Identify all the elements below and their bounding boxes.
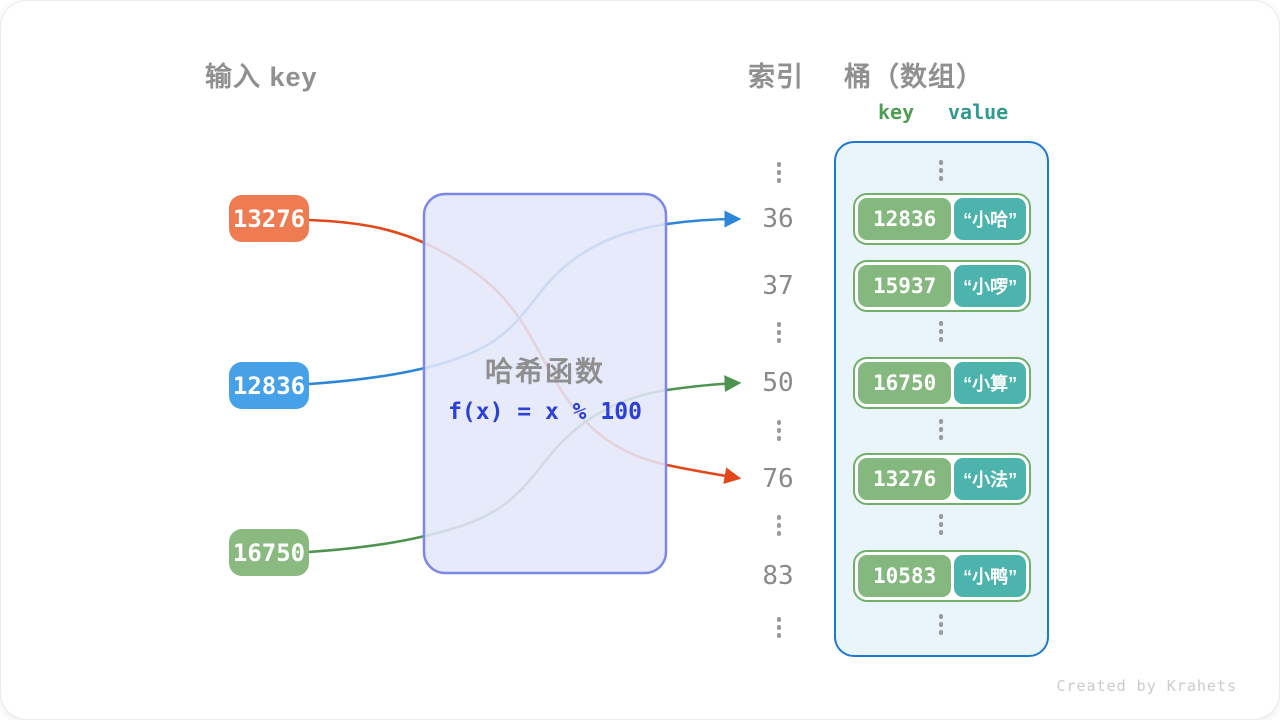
entry-key: 16750 — [858, 362, 952, 404]
title-input-key: 输入 key — [205, 62, 318, 92]
bucket-ellipsis — [938, 419, 944, 440]
index-ellipsis — [776, 420, 782, 441]
index-76: 76 — [762, 464, 794, 494]
hash-function-box — [422, 192, 668, 575]
index-ellipsis — [776, 515, 782, 536]
hash-function-title: 哈希函数 — [484, 356, 605, 387]
entry-value: “小算” — [954, 362, 1026, 404]
input-key-box-13276: 13276 — [229, 195, 309, 242]
entry-key: 10583 — [858, 555, 952, 597]
index-50: 50 — [762, 368, 794, 398]
input-key-box-16750: 16750 — [229, 529, 309, 576]
input-key-box-12836: 12836 — [229, 362, 309, 409]
bucket-entry: 16750 “小算” — [853, 357, 1031, 409]
bucket-entry: 12836 “小哈” — [853, 193, 1031, 245]
hash-function-formula: f(x) = x % 100 — [448, 399, 642, 425]
bucket-key-column-label: key — [878, 100, 915, 124]
index-ellipsis — [776, 162, 782, 183]
index-37: 37 — [762, 271, 794, 301]
bucket-entry: 13276 “小法” — [853, 453, 1031, 505]
entry-value: “小法” — [954, 458, 1026, 500]
bucket-ellipsis — [938, 321, 944, 342]
bucket-entry: 15937 “小啰” — [853, 260, 1031, 312]
title-index: 索引 — [748, 62, 804, 92]
entry-key: 13276 — [858, 458, 952, 500]
entry-value: “小哈” — [954, 198, 1026, 240]
index-83: 83 — [762, 561, 794, 591]
index-ellipsis — [776, 617, 782, 638]
watermark-credit: Created by Krahets — [1056, 677, 1237, 695]
entry-value: “小鸭” — [954, 555, 1026, 597]
bucket-entry: 10583 “小鸭” — [853, 550, 1031, 602]
index-36: 36 — [762, 204, 794, 234]
entry-key: 15937 — [858, 265, 952, 307]
entry-value: “小啰” — [954, 265, 1026, 307]
bucket-value-column-label: value — [948, 100, 1009, 124]
bucket-ellipsis — [938, 160, 944, 181]
title-bucket-array: 桶（数组） — [844, 62, 984, 92]
index-ellipsis — [776, 322, 782, 343]
bucket-ellipsis — [938, 514, 944, 535]
bucket-ellipsis — [938, 614, 944, 635]
entry-key: 12836 — [858, 198, 952, 240]
